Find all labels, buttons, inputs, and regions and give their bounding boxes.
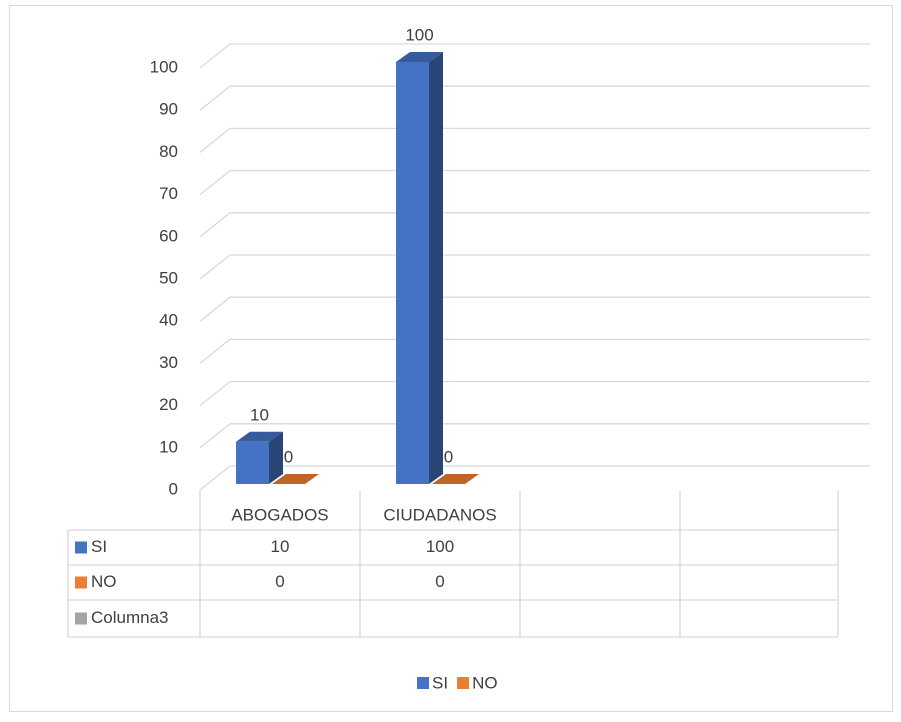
legend-key	[417, 677, 429, 689]
bar-face	[432, 474, 479, 484]
y-tick-label: 50	[159, 268, 178, 287]
table-cell: 10	[271, 537, 290, 556]
table-cell: 0	[275, 572, 284, 591]
legend-key	[457, 677, 470, 689]
table-row-label: Columna3	[91, 608, 169, 627]
y-tick-label: 90	[159, 100, 178, 119]
y-tick-label: 20	[159, 395, 178, 414]
bar-face	[236, 441, 269, 484]
data-label: 100	[405, 25, 433, 44]
bar-face	[396, 62, 429, 484]
grid-line	[199, 169, 870, 196]
y-tick-label: 0	[169, 479, 178, 498]
table-row-label: NO	[91, 572, 117, 591]
grid-line	[199, 254, 870, 280]
bar	[432, 474, 479, 484]
table-cell: 0	[435, 572, 444, 591]
grid-line	[199, 296, 870, 322]
grid-line	[199, 212, 870, 238]
bar-face	[396, 52, 443, 62]
grid-line	[199, 338, 870, 364]
grid-line	[199, 43, 870, 69]
legend-label: NO	[472, 673, 498, 692]
bar-face	[269, 431, 283, 484]
y-tick-label: 70	[159, 184, 178, 203]
chart-border	[9, 5, 893, 712]
legend-key	[75, 576, 87, 589]
grid-line	[199, 465, 870, 491]
y-tick-label: 80	[159, 142, 178, 161]
x-tick-label: ABOGADOS	[231, 505, 328, 524]
data-label: 0	[444, 447, 453, 466]
y-tick-label: 60	[159, 226, 178, 245]
bar	[272, 474, 319, 484]
legend-key	[75, 541, 87, 554]
table-row-label: SI	[91, 537, 107, 556]
y-tick-label: 40	[159, 311, 178, 330]
bar-face	[236, 431, 283, 442]
data-label: 0	[284, 447, 293, 466]
bar	[236, 431, 283, 484]
y-tick-label: 10	[159, 437, 178, 456]
legend-key	[75, 612, 87, 625]
legend-label: SI	[432, 673, 448, 692]
table-cell: 100	[426, 537, 454, 556]
bar-face	[272, 474, 319, 484]
y-tick-label: 100	[150, 57, 178, 76]
grid-line	[199, 380, 870, 407]
data-label: 10	[250, 405, 269, 424]
y-tick-label: 30	[159, 353, 178, 372]
bar	[396, 52, 443, 484]
x-tick-label: CIUDADANOS	[383, 505, 496, 524]
grid-line	[199, 127, 870, 153]
bar-face	[429, 52, 443, 484]
grid-line	[199, 85, 870, 111]
grid-line	[199, 423, 870, 449]
